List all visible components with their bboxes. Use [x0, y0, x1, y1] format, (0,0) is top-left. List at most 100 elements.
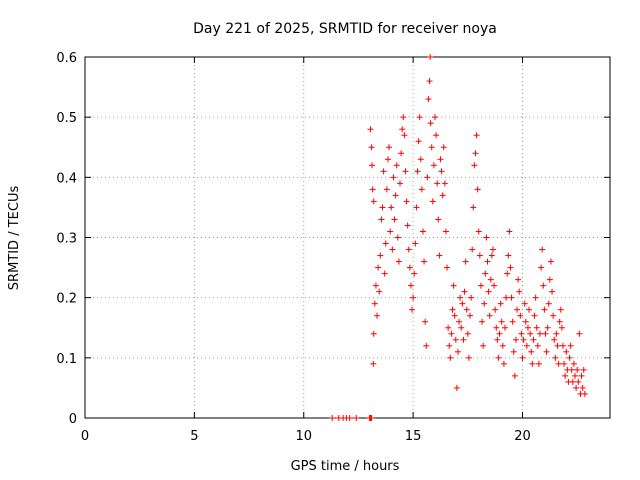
data-point [435, 216, 442, 223]
data-point [556, 318, 563, 325]
data-point [422, 318, 429, 325]
data-point [559, 342, 566, 349]
data-point [414, 168, 421, 175]
data-point [533, 324, 540, 331]
data-point [445, 324, 452, 331]
data-point [440, 144, 447, 151]
data-points [329, 54, 588, 421]
data-point [523, 342, 530, 349]
data-point [449, 306, 456, 313]
data-point [394, 234, 401, 241]
data-point [526, 306, 533, 313]
data-point [384, 156, 391, 163]
data-point [369, 162, 375, 169]
data-point [469, 246, 476, 253]
data-point [541, 306, 548, 313]
data-point [439, 192, 446, 199]
data-point [581, 390, 588, 397]
data-point [447, 354, 454, 361]
data-point [391, 216, 398, 223]
data-point [376, 288, 383, 295]
data-point [378, 216, 385, 223]
data-point [554, 342, 561, 349]
data-point [436, 252, 443, 259]
data-point [568, 366, 575, 373]
data-point [451, 312, 458, 319]
data-point [390, 174, 397, 181]
x-tick-label: 10 [295, 429, 312, 444]
data-point [377, 252, 384, 259]
data-point [329, 415, 336, 421]
data-point [423, 342, 430, 349]
data-point [413, 204, 420, 211]
data-point [514, 306, 521, 313]
data-point [482, 270, 489, 277]
data-point [566, 354, 573, 361]
data-point [381, 270, 388, 277]
data-point [456, 318, 463, 325]
data-point [470, 204, 477, 211]
x-tick-label: 20 [514, 429, 531, 444]
data-point [522, 318, 529, 325]
data-point [453, 384, 460, 391]
data-point [472, 150, 479, 157]
data-point [495, 354, 502, 361]
data-point [481, 300, 488, 307]
data-point [512, 336, 519, 343]
data-point [539, 246, 546, 253]
data-point [506, 228, 513, 235]
data-point [579, 384, 586, 391]
data-point [544, 324, 551, 331]
data-point [475, 228, 482, 235]
data-point [578, 372, 585, 379]
data-point [488, 252, 495, 259]
data-point [529, 360, 536, 367]
data-point [397, 180, 403, 187]
data-point [387, 228, 394, 235]
data-point [424, 174, 431, 181]
data-point [508, 294, 515, 301]
data-point [405, 246, 412, 253]
data-point [504, 270, 511, 277]
data-point [532, 294, 539, 301]
data-point [375, 264, 382, 271]
data-point [510, 348, 517, 355]
data-point [500, 360, 507, 367]
data-point [457, 294, 464, 301]
data-point [410, 294, 417, 301]
data-point [558, 324, 565, 331]
data-point [421, 258, 428, 265]
data-point [574, 366, 581, 373]
data-point [543, 348, 550, 355]
data-point [444, 264, 451, 271]
data-point [460, 336, 467, 343]
data-point [467, 312, 473, 319]
chart-title: Day 221 of 2025, SRMTID for receiver noy… [193, 21, 497, 37]
data-point [563, 348, 570, 355]
data-point [499, 342, 506, 349]
data-point [430, 162, 437, 169]
data-point [370, 330, 377, 337]
data-point [462, 258, 469, 265]
data-point [461, 288, 468, 295]
data-point [427, 54, 434, 60]
y-tick-label: 0.3 [56, 232, 77, 247]
data-point [528, 348, 535, 355]
data-point [507, 264, 514, 271]
data-point [534, 342, 541, 349]
data-point [531, 312, 538, 319]
data-point [438, 168, 445, 175]
x-tick-label: 5 [190, 429, 198, 444]
data-point [415, 138, 422, 145]
data-point [491, 282, 498, 289]
data-point [395, 258, 402, 265]
data-point [407, 282, 414, 289]
data-point [545, 300, 552, 307]
data-point [521, 300, 528, 307]
data-point [409, 306, 416, 313]
x-axis-title: GPS time / hours [291, 459, 400, 474]
data-point [464, 330, 471, 337]
data-point [509, 318, 516, 325]
data-point [383, 186, 390, 193]
data-point [485, 288, 492, 295]
